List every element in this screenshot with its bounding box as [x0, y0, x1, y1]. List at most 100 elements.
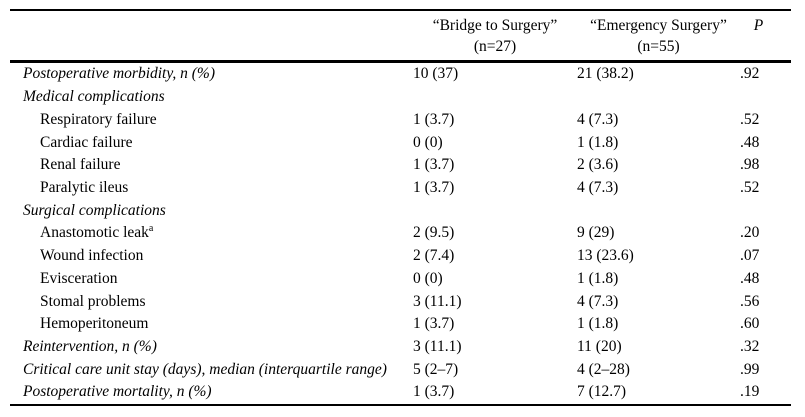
row-label-cell: Postoperative morbidity, n (%) — [10, 62, 413, 86]
table-row: Hemoperitoneum 1 (3.7) 1 (1.8) .60 — [10, 313, 791, 336]
bridge-value-cell: 5 (2–7) — [413, 360, 459, 378]
bridge-value-cell: 3 (11.1) — [413, 337, 462, 355]
row-label-cell: Cardiac failure — [10, 131, 413, 154]
row-label: Hemoperitoneum — [40, 315, 149, 333]
row-label: Stomal problems — [40, 292, 146, 310]
p-value-cell: .19 — [740, 383, 760, 401]
emergency-value-cell: 4 (7.3) — [577, 292, 619, 310]
row-label-cell: Critical care unit stay (days), median (… — [10, 358, 413, 381]
column-header-bridge-label: “Bridge to Surgery” — [432, 17, 558, 34]
emergency-value-cell: 21 (38.2) — [577, 65, 634, 83]
p-value-cell: .52 — [740, 110, 760, 128]
table-row: Stomal problems 3 (11.1) 4 (7.3) .56 — [10, 290, 791, 313]
footnote-marker: a — [148, 223, 154, 235]
p-value-cell: .52 — [740, 178, 760, 196]
row-label: Respiratory failure — [40, 110, 157, 128]
bridge-value-cell: 1 (3.7) — [413, 178, 455, 196]
row-label: Medical complications — [23, 88, 165, 106]
p-value-cell: .48 — [740, 269, 760, 287]
row-label-cell: Wound infection — [10, 245, 413, 268]
emergency-value-cell — [577, 199, 740, 222]
table-row: Postoperative morbidity, n (%) 10 (37) 21 … — [10, 62, 791, 86]
emergency-value-cell: 2 (3.6) — [577, 156, 619, 174]
row-label-cell: Respiratory failure — [10, 108, 413, 131]
table-row: Paralytic ileus 1 (3.7) 4 (7.3) .52 — [10, 177, 791, 200]
p-value-cell: .20 — [740, 224, 760, 242]
bridge-value-cell — [413, 86, 577, 109]
row-label-cell: Stomal problems — [10, 290, 413, 313]
bridge-value-cell: 10 (37) — [413, 65, 459, 83]
p-value-cell: .32 — [740, 337, 760, 355]
emergency-value-cell: 4 (2–28) — [577, 360, 630, 378]
p-value-cell: .56 — [740, 292, 760, 310]
emergency-value-cell — [577, 86, 740, 109]
row-label: Evisceration — [40, 269, 118, 287]
table-row: Wound infection 2 (7.4) 13 (23.6) .07 — [10, 245, 791, 268]
bridge-value-cell: 1 (3.7) — [413, 156, 455, 174]
p-value-cell: .92 — [740, 65, 760, 83]
emergency-value-cell: 11 (20) — [577, 337, 622, 355]
bridge-value-cell — [413, 199, 577, 222]
table-row: Anastomotic leaka 2 (9.5) 9 (29) .20 — [10, 222, 791, 245]
emergency-value-cell: 13 (23.6) — [577, 247, 634, 265]
surgery-comparison-table: “Bridge to Surgery” (n=27) “Emergency Su… — [10, 9, 791, 406]
row-label: Postoperative morbidity, n (%) — [23, 65, 215, 83]
row-label-cell: Medical complications — [10, 86, 413, 109]
p-value-cell — [740, 199, 791, 222]
row-label: Paralytic ileus — [40, 178, 129, 196]
column-header-emergency-n: (n=55) — [637, 38, 680, 55]
bridge-value-cell: 1 (3.7) — [413, 110, 455, 128]
row-label: Surgical complications — [23, 201, 166, 219]
row-label: Cardiac failure — [40, 133, 133, 151]
table-row: Renal failure 1 (3.7) 2 (3.6) .98 — [10, 154, 791, 177]
column-header-p-label: P — [753, 17, 764, 34]
p-value-cell — [740, 86, 791, 109]
bridge-value-cell: 0 (0) — [413, 133, 443, 151]
p-value-cell: .99 — [740, 360, 760, 378]
table-row: Postoperative mortality, n (%) 1 (3.7) 7 (… — [10, 381, 791, 405]
table-row: Medical complications — [10, 86, 791, 109]
header-row: “Bridge to Surgery” (n=27) “Emergency Su… — [10, 10, 791, 63]
row-label: Anastomotic leak — [40, 224, 149, 242]
row-label-cell: Anastomotic leaka — [10, 222, 413, 245]
table-row: Reintervention, n (%) 3 (11.1) 11 (20) .32 — [10, 336, 791, 359]
row-label-cell: Renal failure — [10, 154, 413, 177]
row-label-cell: Hemoperitoneum — [10, 313, 413, 336]
emergency-value-cell: 1 (1.8) — [577, 133, 619, 151]
p-value-cell: .07 — [740, 247, 760, 265]
bridge-value-cell: 3 (11.1) — [413, 292, 462, 310]
p-value-cell: .60 — [740, 315, 760, 333]
row-label-cell: Reintervention, n (%) — [10, 336, 413, 359]
bridge-value-cell: 2 (9.5) — [413, 224, 455, 242]
header-cell-p: P — [740, 10, 791, 63]
table-row: Cardiac failure 0 (0) 1 (1.8) .48 — [10, 131, 791, 154]
bridge-value-cell: 0 (0) — [413, 269, 443, 287]
column-header-emergency-label: “Emergency Surgery” — [590, 17, 727, 34]
row-label: Renal failure — [40, 156, 121, 174]
row-label: Wound infection — [40, 247, 144, 265]
table-row: Evisceration 0 (0) 1 (1.8) .48 — [10, 267, 791, 290]
column-header-bridge-n: (n=27) — [473, 38, 517, 55]
row-label-cell: Surgical complications — [10, 199, 413, 222]
emergency-value-cell: 4 (7.3) — [577, 110, 619, 128]
table-body: Postoperative morbidity, n (%) 10 (37) 21 … — [10, 62, 791, 405]
table-row: Critical care unit stay (days), median (… — [10, 358, 791, 381]
emergency-value-cell: 7 (12.7) — [577, 383, 627, 401]
row-label: Critical care unit stay (days), median (… — [23, 360, 387, 378]
emergency-value-cell: 4 (7.3) — [577, 178, 619, 196]
emergency-value-cell: 9 (29) — [577, 224, 615, 242]
bridge-value-cell: 1 (3.7) — [413, 315, 455, 333]
row-label-cell: Evisceration — [10, 267, 413, 290]
header-empty-cell — [10, 10, 413, 63]
row-label-cell: Postoperative mortality, n (%) — [10, 381, 413, 405]
p-value-cell: .48 — [740, 133, 760, 151]
emergency-value-cell: 1 (1.8) — [577, 315, 619, 333]
bridge-value-cell: 1 (3.7) — [413, 383, 455, 401]
emergency-value-cell: 1 (1.8) — [577, 269, 619, 287]
table-header: “Bridge to Surgery” (n=27) “Emergency Su… — [10, 10, 791, 63]
table-row: Surgical complications — [10, 199, 791, 222]
header-cell-emergency: “Emergency Surgery” (n=55) — [577, 10, 740, 63]
bridge-value-cell: 2 (7.4) — [413, 247, 455, 265]
row-label: Reintervention, n (%) — [23, 337, 157, 355]
